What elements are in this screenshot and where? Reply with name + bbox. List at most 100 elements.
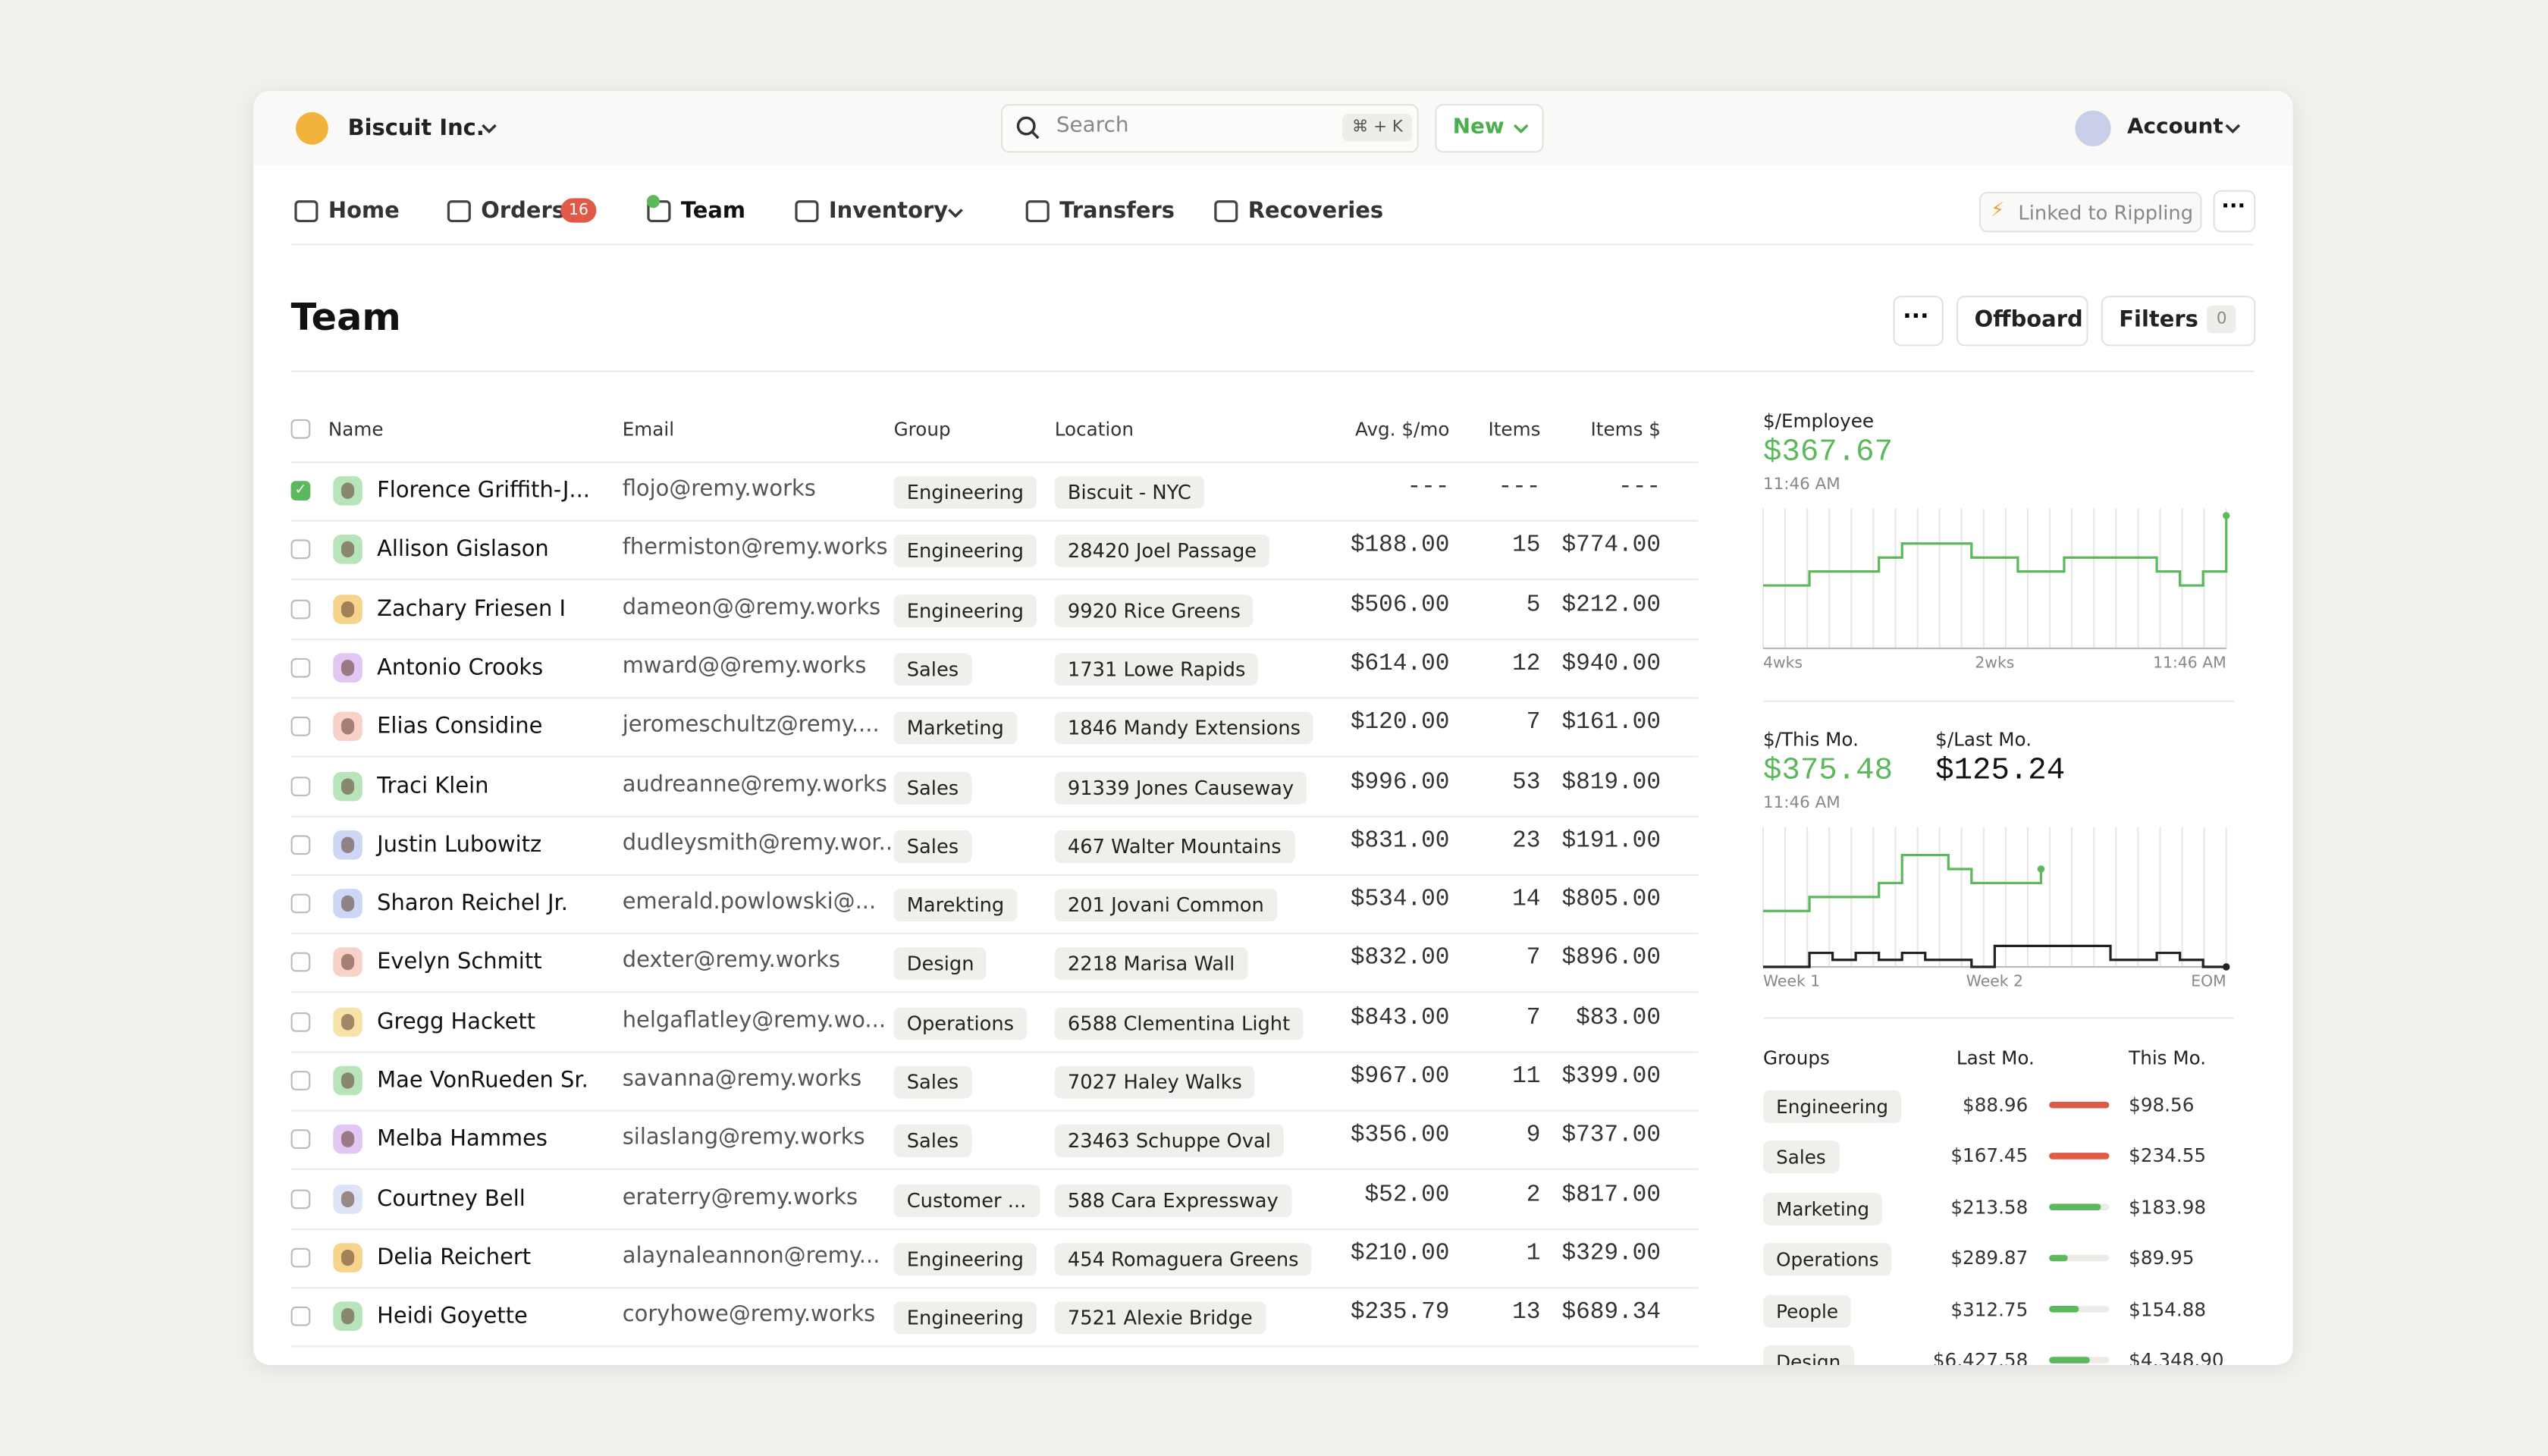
account-name[interactable]: Account [2127,115,2223,140]
items-total: --- [1618,474,1661,500]
name[interactable]: Courtney Bell [377,1185,526,1212]
name[interactable]: Sharon Reichel Jr. [377,890,568,917]
sep [1763,1017,2235,1019]
row-checkbox[interactable] [290,952,311,973]
name[interactable]: Heidi Goyette [377,1303,528,1330]
row-checkbox[interactable] [290,717,311,737]
row-checkbox[interactable] [290,657,311,678]
group-chip: Engineering [893,475,1037,509]
email: silaslang@remy.works [622,1125,865,1151]
location-chip: 7027 Haley Walks [1054,1065,1256,1099]
nav-item[interactable]: Recoveries [1247,198,1384,224]
email: fhermiston@remy.works [622,535,888,561]
name[interactable]: Allison Gislason [377,536,549,563]
sep [290,697,1699,699]
column-header: Avg. $/mo [1355,417,1450,441]
brand-name[interactable]: Biscuit Inc. [347,115,485,142]
location-chip: 467 Walter Mountains [1054,830,1294,863]
search-placeholder: Search [1056,114,1129,139]
name[interactable]: Evelyn Schmitt [377,949,542,976]
name[interactable]: Gregg Hackett [377,1009,536,1035]
divider [290,243,2255,246]
group-chip: Engineering [893,1301,1037,1335]
page-title: Team [290,297,401,340]
name[interactable]: Traci Klein [377,772,489,799]
sep [290,1050,1699,1053]
avg: $534.00 [1350,887,1450,914]
name[interactable]: Zachary Friesen I [377,595,566,622]
items-total: $774.00 [1561,533,1661,560]
sep [290,579,1699,581]
nav-item[interactable]: Home [328,198,400,224]
name[interactable]: Melba Hammes [377,1126,548,1153]
nav-item[interactable]: Orders [481,198,565,224]
avg: --- [1407,474,1450,500]
avg: $356.00 [1350,1123,1450,1150]
name[interactable]: Elias Considine [377,714,543,740]
items-total: $161.00 [1561,710,1661,737]
linked-badge[interactable] [1979,191,2202,233]
name[interactable]: Delia Reichert [377,1244,532,1271]
avatar-face [341,1131,355,1148]
more-button[interactable] [2213,190,2256,233]
row-checkbox[interactable] [290,1012,311,1032]
sep [290,874,1699,876]
sep [290,1109,1699,1112]
stat-label: $/This Mo. [1763,728,1859,751]
avatar-face [341,718,355,735]
row-checkbox[interactable] [290,540,311,560]
group-chip: Marketing [1763,1192,1883,1225]
row-checkbox[interactable] [290,893,311,914]
more-button[interactable] [1893,296,1944,347]
row-checkbox[interactable] [290,776,311,795]
row-checkbox[interactable] [290,598,311,619]
row-checkbox[interactable] [290,1247,311,1268]
this-value: $234.55 [2129,1144,2207,1168]
row-checkbox[interactable] [290,1188,311,1209]
groups-col: This Mo. [2129,1046,2207,1069]
chevron [1513,124,1529,133]
row-checkbox[interactable] [290,1307,311,1326]
items-total: $817.00 [1561,1182,1661,1209]
row-checkbox[interactable] [290,834,311,855]
items: 12 [1512,651,1541,678]
email: dameon@@remy.works [622,594,881,620]
email: emerald.powlowski@... [622,889,877,915]
group-bars [2049,1101,2110,1363]
location-chip: 9920 Rice Greens [1054,594,1254,627]
x-label: 2wks [1975,654,2014,672]
column-header: Group [893,417,951,441]
email: dudleysmith@remy.wor... [622,830,900,856]
nav-item[interactable]: Transfers [1059,198,1175,224]
offboard-button[interactable] [1956,296,2088,347]
email: savanna@remy.works [622,1065,862,1092]
row-checkbox[interactable] [290,1129,311,1150]
nav-item[interactable]: Inventory [828,198,949,224]
sep [290,519,1699,522]
avatar-face [341,1072,355,1089]
sep [290,638,1699,640]
x-label: 4wks [1763,654,1803,672]
group-chip: Sales [893,653,972,686]
items: 15 [1512,533,1541,560]
x-label: Week 1 [1763,972,1820,990]
nav-item[interactable]: Team [680,198,746,224]
name[interactable]: Florence Griffith-J... [377,478,590,504]
nav-icon [1214,200,1238,223]
location-chip: 1846 Mandy Extensions [1054,711,1314,745]
name[interactable]: Mae VonRueden Sr. [377,1067,588,1094]
location-chip: 2218 Marisa Wall [1054,948,1248,981]
group-chip: People [1763,1294,1852,1327]
name[interactable]: Justin Lubowitz [377,831,542,858]
x-label: 11:46 AM [2153,654,2226,672]
last-value: $88.96 [1963,1094,2029,1117]
avatar-face [341,541,355,558]
row-checkbox[interactable] [290,1071,311,1090]
header-checkbox[interactable] [290,419,311,439]
avatar-face [341,1190,355,1207]
name[interactable]: Antonio Crooks [377,654,544,681]
offboard-label: Offboard [1974,307,2083,334]
avg: $120.00 [1350,710,1450,737]
last-value: $167.45 [1950,1144,2029,1168]
row-checkbox[interactable]: ✓ [290,481,311,500]
